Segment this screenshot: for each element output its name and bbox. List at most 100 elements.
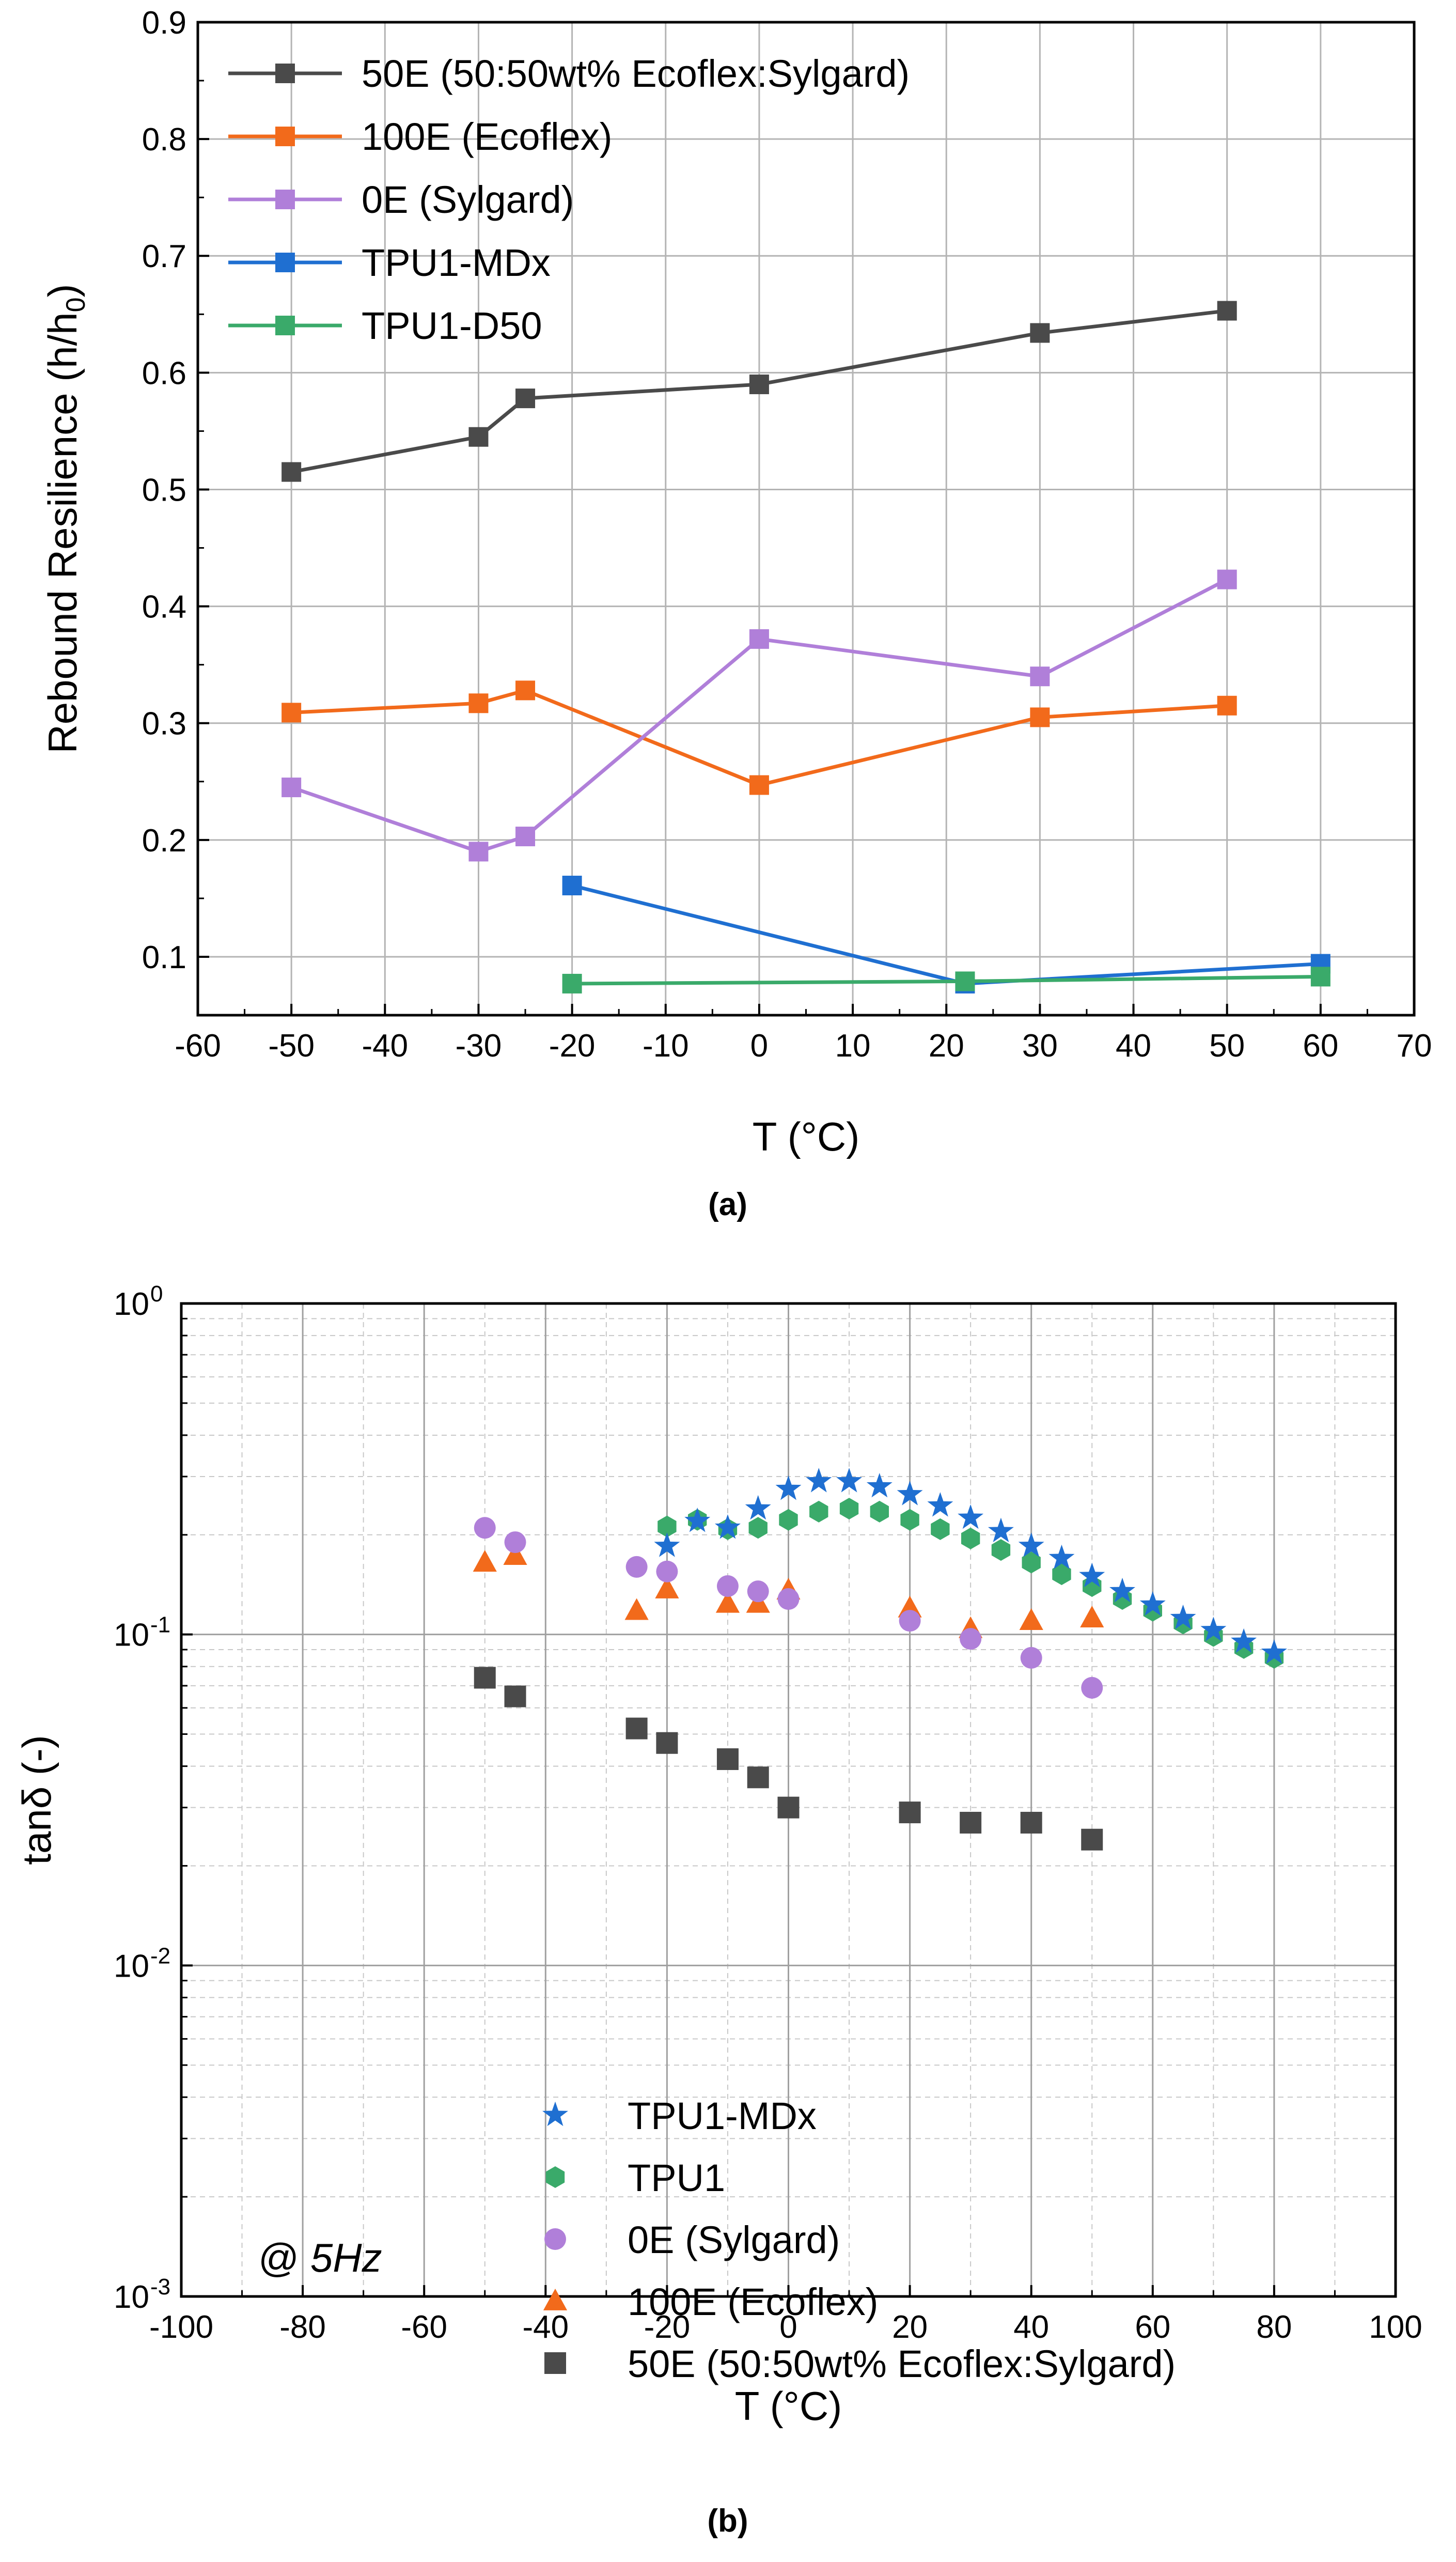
data-point-100e-ecoflex (715, 1591, 740, 1613)
data-point-50e-50-50wt-ecoflex-sylgard (716, 1748, 739, 1771)
chart-a-y-axis-title-end: ) (40, 284, 85, 297)
data-point-0e-sylgard (777, 1588, 800, 1610)
y-tick-label: 0.7 (142, 239, 186, 274)
legend-label: 0E (Sylgard) (362, 178, 574, 221)
data-point-0e-sylgard (749, 629, 769, 649)
data-point-100e-ecoflex (624, 1598, 649, 1620)
x-tick-label: -100 (149, 2309, 213, 2345)
legend-label: 100E (Ecoflex) (628, 2280, 878, 2323)
data-point-0e-sylgard (504, 1531, 526, 1554)
data-point-50e-50-50wt-ecoflex-sylgard (625, 1717, 648, 1740)
data-point-0e-sylgard (1030, 666, 1050, 687)
data-point-100e-ecoflex (1080, 1605, 1104, 1627)
data-point-tpu1-d50 (955, 971, 975, 991)
y-tick-label: 0.6 (142, 355, 186, 391)
data-point-0e-sylgard (899, 1610, 921, 1632)
x-tick-label: -60 (175, 1028, 221, 1064)
y-tick-label: 0.9 (142, 5, 186, 41)
data-point-tpu1-mdx (1109, 1577, 1135, 1603)
data-point-tpu1-mdx (988, 1517, 1014, 1543)
series-line-0e-sylgard (291, 578, 1228, 854)
chart-b-y-axis-title: tanδ (-) (14, 1735, 59, 1865)
data-point-50e-50-50wt-ecoflex-sylgard (747, 1766, 769, 1789)
series-line-50e-50-50wt-ecoflex-sylgard (291, 309, 1228, 474)
y-tick-label: 10 (114, 1618, 149, 1653)
data-point-tpu1-mdx (866, 1472, 893, 1498)
x-tick-label: -80 (279, 2309, 326, 2345)
legend-label: TPU1-MDx (362, 241, 551, 284)
data-point-tpu1-mdx (1048, 1544, 1075, 1570)
data-point-100e-ecoflex (749, 775, 769, 795)
legend-label: 0E (Sylgard) (628, 2218, 840, 2261)
data-point-0e-sylgard (1020, 1647, 1042, 1669)
data-point-tpu1 (839, 1498, 859, 1520)
y-tick-label: 0.4 (142, 589, 186, 625)
legend-marker (275, 190, 295, 209)
x-tick-label: 30 (1022, 1028, 1058, 1064)
data-point-tpu1-mdx (806, 1468, 832, 1493)
chart-b-annotation-text: 5Hz (310, 2235, 382, 2280)
x-tick-label: 60 (1303, 1028, 1338, 1064)
data-point-50e-50-50wt-ecoflex-sylgard (899, 1802, 921, 1824)
data-point-tpu1-mdx (1079, 1562, 1105, 1588)
legend-label: 100E (Ecoflex) (362, 115, 612, 158)
x-tick-label: -30 (456, 1028, 502, 1064)
data-point-tpu1 (1022, 1551, 1041, 1574)
data-point-50e-50-50wt-ecoflex-sylgard (1081, 1828, 1103, 1851)
data-point-tpu1-mdx (1139, 1591, 1166, 1616)
data-point-tpu1-mdx (1200, 1617, 1227, 1641)
data-point-tpu1-mdx (714, 1514, 741, 1539)
x-tick-label: 100 (1369, 2309, 1422, 2345)
data-point-tpu1-mdx (775, 1475, 802, 1500)
x-tick-label: -20 (644, 2309, 691, 2345)
y-tick-label: 10 (114, 1948, 149, 1984)
x-tick-label: 0 (750, 1028, 768, 1064)
x-tick-label: -40 (362, 1028, 409, 1064)
data-point-tpu1-d50 (1310, 967, 1330, 987)
data-point-50e-50-50wt-ecoflex-sylgard (468, 427, 489, 447)
data-point-0e-sylgard (515, 827, 536, 847)
legend-marker (545, 2166, 565, 2188)
data-point-tpu1-mdx (1231, 1628, 1257, 1653)
data-point-0e-sylgard (1217, 569, 1237, 589)
data-point-tpu1 (961, 1527, 980, 1549)
x-tick-label: 70 (1397, 1028, 1432, 1064)
y-tick-label: 0.8 (142, 122, 186, 158)
y-tick-label: 0.3 (142, 706, 186, 742)
y-tick-exponent: -1 (150, 1612, 170, 1638)
chart-a-y-axis-title-main: Rebound Resilience (h/h (40, 312, 85, 753)
x-tick-label: -40 (522, 2309, 569, 2345)
data-point-tpu1-mdx (1261, 1639, 1287, 1664)
chart-b-x-ticks: -100 -80 -60 -40 -20 0 20 40 60 80 100 (149, 2285, 1422, 2345)
data-point-50e-50-50wt-ecoflex-sylgard (515, 389, 536, 409)
data-point-tpu1-mdx (562, 876, 582, 896)
data-point-tpu1 (991, 1539, 1011, 1561)
panel-label-b: (b) (707, 2503, 748, 2539)
data-point-100e-ecoflex (1019, 1608, 1043, 1630)
y-tick-label: 0.5 (142, 472, 186, 508)
data-point-50e-50-50wt-ecoflex-sylgard (1030, 323, 1050, 343)
legend-label: TPU1-D50 (362, 304, 542, 347)
chart-a-markers (281, 301, 1330, 993)
data-point-tpu1 (657, 1515, 677, 1538)
chart-b-legend: TPU1-MDx TPU1 0E (Sylgard) 100E (Ecoflex) 50… (542, 2094, 1176, 2385)
data-point-0e-sylgard (716, 1575, 739, 1597)
data-point-50e-50-50wt-ecoflex-sylgard (777, 1796, 800, 1819)
y-tick-exponent: 0 (150, 1281, 163, 1307)
chart-b-annotation-prefix: @ (258, 2235, 310, 2280)
chart-a-x-ticks: -60 -50 -40 -30 -20 -10 0 10 20 30 40 50 60 70 (175, 1004, 1432, 1064)
data-point-0e-sylgard (747, 1580, 769, 1603)
data-point-50e-50-50wt-ecoflex-sylgard (1217, 301, 1237, 321)
data-point-tpu1-d50 (562, 973, 582, 993)
data-point-100e-ecoflex (468, 693, 489, 713)
chart-b-markers (473, 1468, 1287, 1851)
data-point-0e-sylgard (960, 1628, 982, 1650)
legend-marker (275, 316, 295, 335)
y-tick-exponent: -2 (150, 1943, 170, 1968)
legend-label: TPU1-MDx (628, 2094, 817, 2137)
data-point-tpu1 (870, 1500, 889, 1523)
chart-a-grid (197, 21, 1415, 1015)
data-point-50e-50-50wt-ecoflex-sylgard (1020, 1811, 1042, 1834)
